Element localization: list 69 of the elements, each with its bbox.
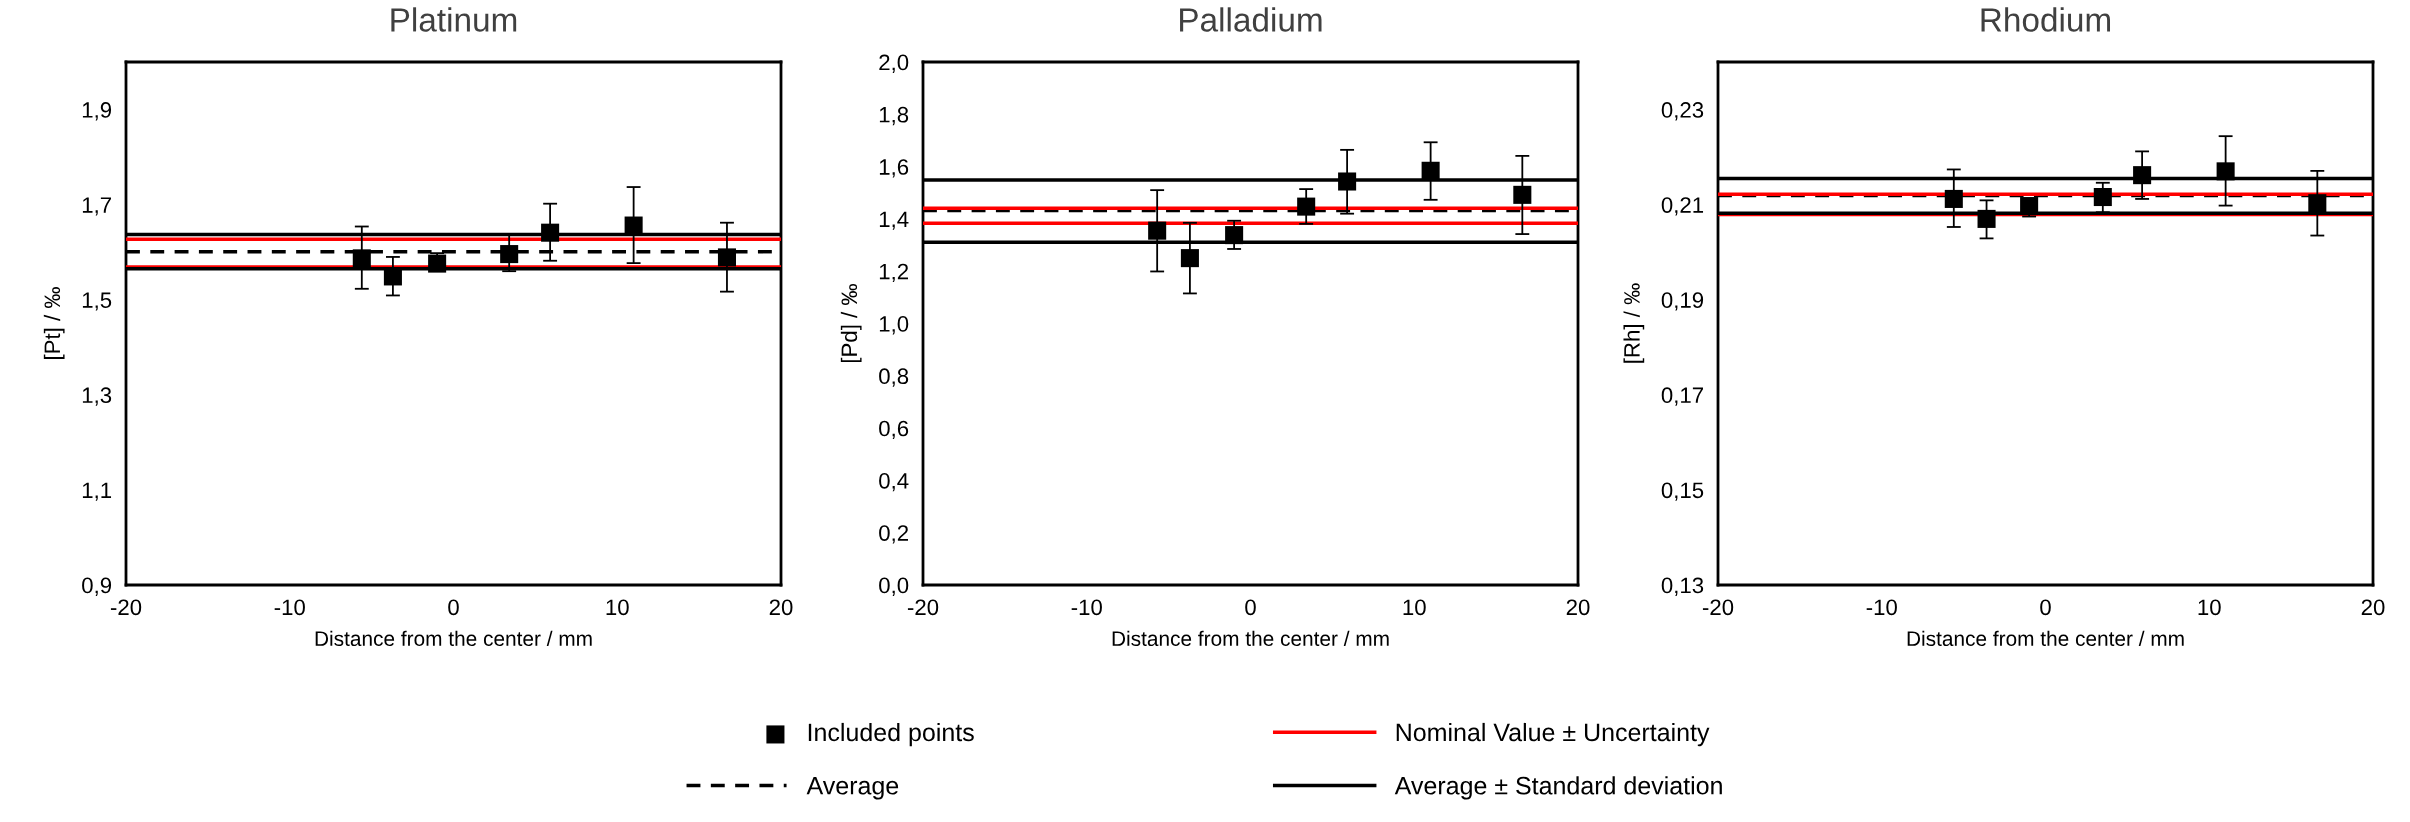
chart-title: Palladium bbox=[1180, 7, 1322, 32]
chart-title: Rhodium bbox=[1981, 7, 2110, 32]
y-tick-label: 0,4 bbox=[879, 472, 909, 492]
point bbox=[1338, 172, 1357, 191]
point bbox=[717, 248, 736, 267]
y-axis-title: [Pd] / ‰ bbox=[840, 283, 862, 363]
point bbox=[1148, 221, 1167, 240]
y-tick-label: 0,15 bbox=[1661, 482, 1704, 501]
point bbox=[1944, 189, 1963, 208]
point bbox=[1513, 185, 1532, 204]
x-tick-label: -20 bbox=[1702, 599, 1734, 616]
x-tick-label: 20 bbox=[1566, 599, 1590, 616]
legend-label: Included points bbox=[808, 722, 974, 747]
y-tick-label: 0,9 bbox=[82, 577, 112, 596]
y-tick-label: 1,6 bbox=[879, 159, 909, 178]
point bbox=[1297, 197, 1316, 216]
point bbox=[2093, 188, 2112, 207]
y-tick-label: 0,8 bbox=[879, 368, 909, 387]
y-tick-label: 0,6 bbox=[879, 420, 909, 439]
legend-label: Nominal Value ± Uncertainty bbox=[1396, 722, 1710, 747]
x-axis-title: Distance from the center / mm bbox=[1907, 630, 2184, 647]
point bbox=[624, 216, 643, 235]
point bbox=[541, 223, 560, 242]
x-tick-label: 10 bbox=[2198, 599, 2221, 616]
x-tick-label: 20 bbox=[2361, 599, 2385, 616]
y-tick-label: 0,2 bbox=[879, 525, 908, 544]
y-tick-label: 1,9 bbox=[82, 102, 112, 121]
point bbox=[1421, 161, 1440, 180]
y-axis-title: [Rh] / ‰ bbox=[1623, 283, 1645, 363]
y-tick-label: 1,4 bbox=[879, 211, 909, 230]
x-tick-label: 0 bbox=[1245, 599, 1256, 616]
y-tick-label: 1,8 bbox=[879, 106, 909, 126]
point bbox=[1977, 209, 1996, 228]
chart-title: Platinum bbox=[391, 7, 517, 32]
y-tick-label: 0,0 bbox=[879, 577, 909, 596]
y-tick-label: 2,0 bbox=[879, 54, 909, 73]
y-tick-label: 0,23 bbox=[1661, 102, 1704, 121]
point bbox=[500, 245, 519, 264]
legend-label: Average ± Standard deviation bbox=[1394, 776, 1722, 800]
x-tick-label: -10 bbox=[1071, 599, 1102, 616]
y-tick-label: 1,7 bbox=[82, 197, 111, 216]
x-axis-title: Distance from the center / mm bbox=[315, 630, 592, 647]
legend-label: Average bbox=[806, 777, 899, 800]
x-tick-label: -20 bbox=[110, 599, 142, 616]
point bbox=[2308, 194, 2327, 213]
x-tick-label: 20 bbox=[769, 599, 793, 616]
point bbox=[2216, 162, 2235, 181]
x-tick-label: 10 bbox=[606, 599, 629, 616]
y-tick-label: 0,21 bbox=[1661, 197, 1704, 216]
x-tick-label: 0 bbox=[448, 599, 459, 616]
y-tick-label: 1,2 bbox=[879, 263, 908, 283]
point bbox=[2133, 166, 2152, 185]
y-tick-label: 1,5 bbox=[82, 292, 112, 311]
y-tick-label: 1,1 bbox=[82, 482, 112, 501]
y-tick-label: 1,0 bbox=[879, 316, 909, 335]
y-tick-label: 0,17 bbox=[1661, 387, 1703, 406]
y-tick-label: 1,3 bbox=[82, 387, 112, 406]
point bbox=[1180, 249, 1199, 268]
y-tick-label: 0,19 bbox=[1661, 292, 1704, 311]
x-tick-label: -10 bbox=[274, 599, 305, 616]
x-tick-label: -10 bbox=[1866, 599, 1897, 616]
point bbox=[352, 249, 371, 268]
x-tick-label: 10 bbox=[1403, 599, 1426, 616]
x-tick-label: 0 bbox=[2040, 599, 2051, 616]
y-tick-label: 0,13 bbox=[1661, 577, 1704, 596]
point bbox=[1225, 226, 1244, 245]
x-tick-label: -20 bbox=[907, 599, 939, 616]
y-axis-title: [Pt] / ‰ bbox=[43, 287, 65, 359]
x-axis-title: Distance from the center / mm bbox=[1112, 630, 1389, 647]
